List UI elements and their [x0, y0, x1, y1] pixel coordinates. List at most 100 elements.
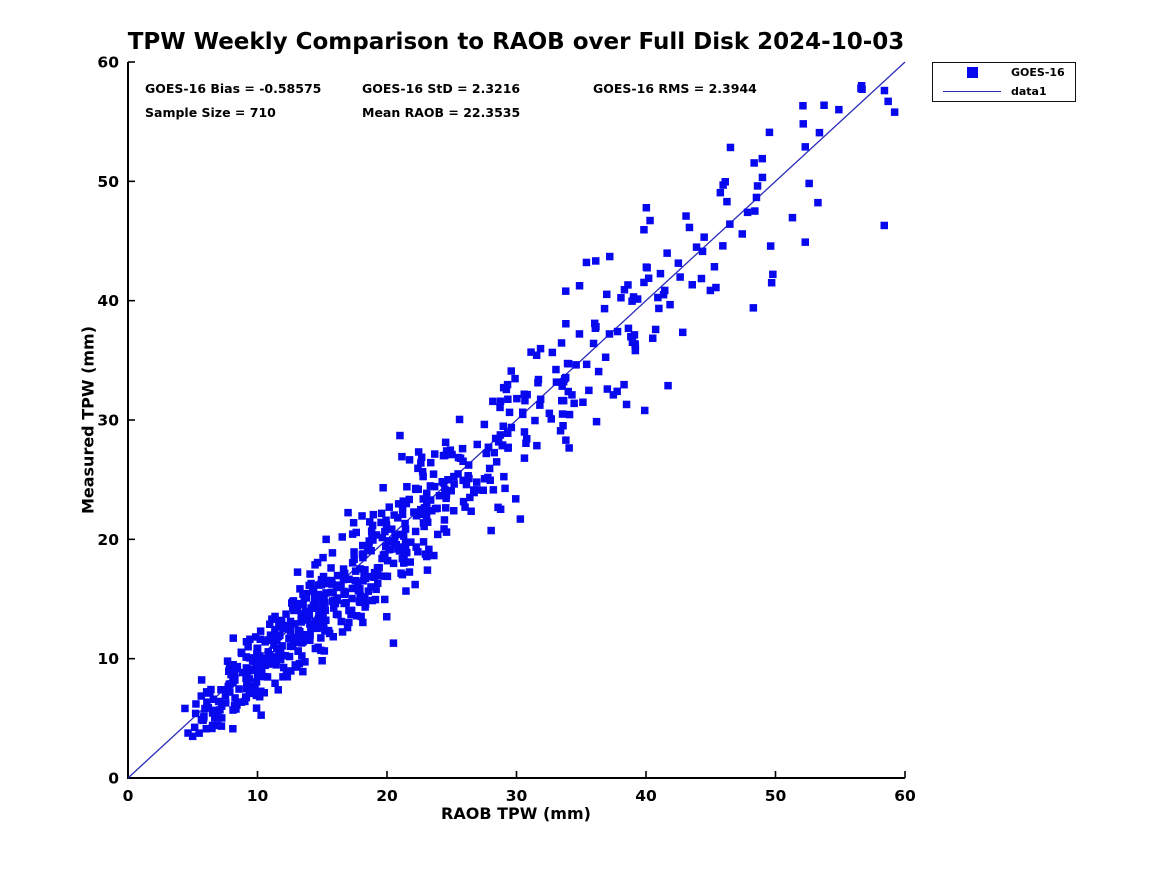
scatter-point: [299, 600, 307, 609]
scatter-point: [247, 665, 255, 673]
scatter-point: [228, 668, 237, 677]
scatter-point: [368, 521, 377, 530]
scatter-point: [412, 543, 420, 551]
scatter-point: [430, 551, 438, 560]
scatter-point: [367, 583, 375, 591]
scatter-point: [562, 436, 570, 444]
scatter-point: [482, 449, 490, 458]
scatter-point: [421, 504, 429, 512]
scatter-point: [565, 410, 574, 419]
scatter-point: [258, 667, 266, 675]
scatter-point: [403, 483, 411, 491]
scatter-point: [552, 378, 561, 386]
legend-marker-cell: [942, 67, 1002, 79]
x-tick-label: 20: [376, 787, 398, 805]
scatter-point: [398, 510, 407, 519]
x-tick-label: 50: [765, 787, 787, 805]
scatter-point: [417, 453, 426, 461]
scatter-point: [749, 304, 758, 312]
scatter-point: [327, 564, 335, 572]
scatter-point: [513, 394, 521, 403]
scatter-point: [244, 643, 252, 651]
scatter-point: [405, 456, 414, 464]
scatter-point: [317, 634, 325, 642]
scatter-point: [225, 667, 233, 675]
scatter-point: [381, 595, 389, 604]
x-tick-label: 40: [635, 787, 657, 805]
scatter-point: [204, 689, 212, 697]
scatter-point: [232, 664, 240, 672]
scatter-point: [462, 480, 471, 489]
scatter-point: [624, 281, 632, 289]
scatter-point: [237, 698, 246, 706]
scatter-point: [712, 283, 720, 292]
scatter-point: [359, 618, 367, 627]
scatter-point: [450, 472, 458, 481]
scatter-point: [291, 620, 299, 628]
scatter-point: [256, 627, 265, 635]
scatter-point: [237, 649, 246, 658]
scatter-point: [799, 120, 807, 128]
scatter-point: [504, 395, 512, 403]
chart-title: TPW Weekly Comparison to RAOB over Full …: [127, 29, 905, 55]
x-axis-label: RAOB TPW (mm): [441, 804, 591, 823]
scatter-point: [275, 650, 284, 659]
scatter-point: [419, 472, 427, 481]
scatter-point: [414, 485, 422, 493]
scatter-point: [279, 663, 288, 672]
scatter-point: [389, 639, 398, 647]
scatter-point: [252, 704, 261, 712]
y-tick-label: 0: [108, 770, 119, 788]
scatter-point: [815, 128, 824, 137]
scatter-point: [641, 406, 649, 415]
scatter-point: [345, 575, 353, 583]
y-tick-label: 30: [97, 412, 119, 430]
scatter-point: [466, 493, 474, 502]
scatter-point: [801, 143, 809, 151]
scatter-point: [601, 353, 610, 361]
scatter-point: [263, 673, 272, 681]
scatter-point: [401, 543, 410, 551]
scatter-point: [459, 476, 467, 485]
scatter-point: [676, 273, 684, 281]
scatter-point: [188, 732, 197, 741]
scatter-point: [301, 590, 310, 598]
scatter-point: [328, 549, 337, 557]
scatter-point: [440, 516, 449, 524]
scatter-point: [613, 387, 621, 396]
scatter-point: [333, 571, 342, 580]
scatter-point: [527, 348, 535, 356]
scatter-point: [289, 638, 297, 646]
scatter-point: [337, 617, 345, 626]
scatter-point: [295, 659, 304, 668]
scatter-point: [388, 525, 396, 533]
scatter-point: [303, 609, 311, 618]
scatter-point: [410, 508, 418, 516]
scatter-point: [494, 503, 502, 512]
scatter-point: [431, 504, 440, 513]
scatter-point: [557, 339, 566, 347]
scatter-point: [330, 604, 338, 612]
scatter-point: [644, 274, 653, 282]
scatter-point: [297, 639, 306, 647]
scatter-point: [499, 383, 508, 392]
scatter-point: [562, 373, 570, 382]
scatter-point: [582, 360, 591, 369]
scatter-point: [575, 282, 584, 290]
scatter-point: [423, 566, 432, 574]
scatter-point: [291, 661, 299, 669]
scatter-point: [250, 657, 258, 665]
scatter-point: [306, 570, 314, 578]
scatter-point: [394, 500, 403, 508]
scatter-point: [281, 651, 289, 660]
scatter-point: [531, 416, 539, 425]
scatter-point: [424, 518, 432, 526]
scatter-point: [322, 535, 330, 544]
scatter-point: [338, 628, 347, 636]
scatter-point: [356, 591, 364, 600]
scatter-point: [562, 287, 570, 295]
scatter-point: [400, 559, 408, 567]
scatter-point: [254, 672, 262, 680]
scatter-point: [642, 204, 651, 212]
scatter-point: [629, 293, 638, 301]
